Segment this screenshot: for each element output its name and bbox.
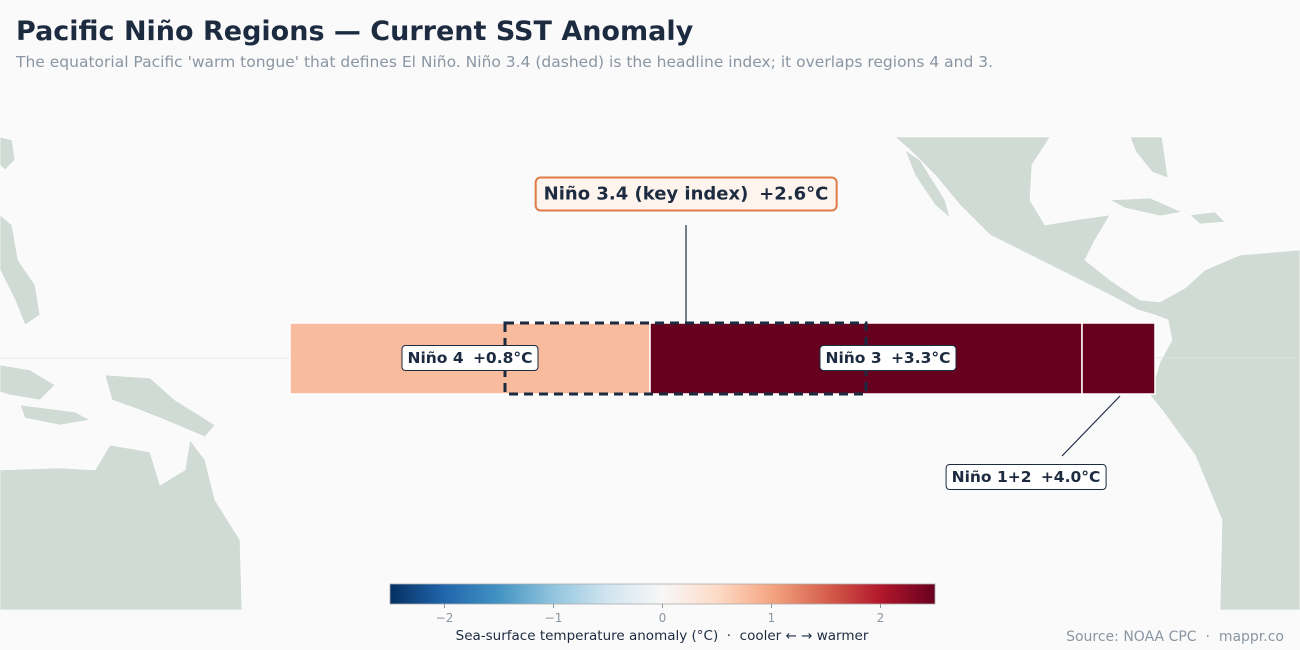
land xyxy=(0,136,1300,611)
leader-line xyxy=(1061,395,1121,457)
region-value: +2.6°C xyxy=(759,183,829,205)
region xyxy=(1081,322,1156,395)
region-label: Niño 1+2 +4.0°C xyxy=(945,464,1107,490)
colorbar-tick-label: 1 xyxy=(768,611,776,625)
colorbar-label: Sea-surface temperature anomaly (°C) · c… xyxy=(456,628,869,644)
region-name: Niño 4 xyxy=(407,349,464,367)
colorbar-tick-label: −1 xyxy=(545,611,563,625)
colorbar-ticks: −2 −1 0 1 2 xyxy=(436,604,885,625)
region-label: Niño 3.4 (key index) +2.6°C xyxy=(534,176,838,212)
region-value: +4.0°C xyxy=(1040,468,1101,486)
colorbar xyxy=(389,583,936,605)
region-name: Niño 3 xyxy=(825,349,882,367)
region-name: Niño 3.4 (key index) xyxy=(543,183,749,205)
leaders xyxy=(685,225,1121,457)
region-value: +3.3°C xyxy=(890,349,951,367)
colorbar-tick-label: 2 xyxy=(877,611,885,625)
region-label: Niño 3 +3.3°C xyxy=(819,345,957,371)
region-value: +0.8°C xyxy=(472,349,533,367)
source: Source: NOAA CPC · mappr.co xyxy=(1066,629,1284,645)
region-label: Niño 4 +0.8°C xyxy=(401,345,539,371)
region-name: Niño 1+2 xyxy=(951,468,1032,486)
colorbar-tick-label: −2 xyxy=(436,611,454,625)
subtitle: The equatorial Pacific 'warm tongue' tha… xyxy=(16,53,994,71)
regions xyxy=(289,321,1156,396)
title: Pacific Niño Regions — Current SST Anoma… xyxy=(16,16,694,47)
colorbar-tick-label: 0 xyxy=(659,611,667,625)
